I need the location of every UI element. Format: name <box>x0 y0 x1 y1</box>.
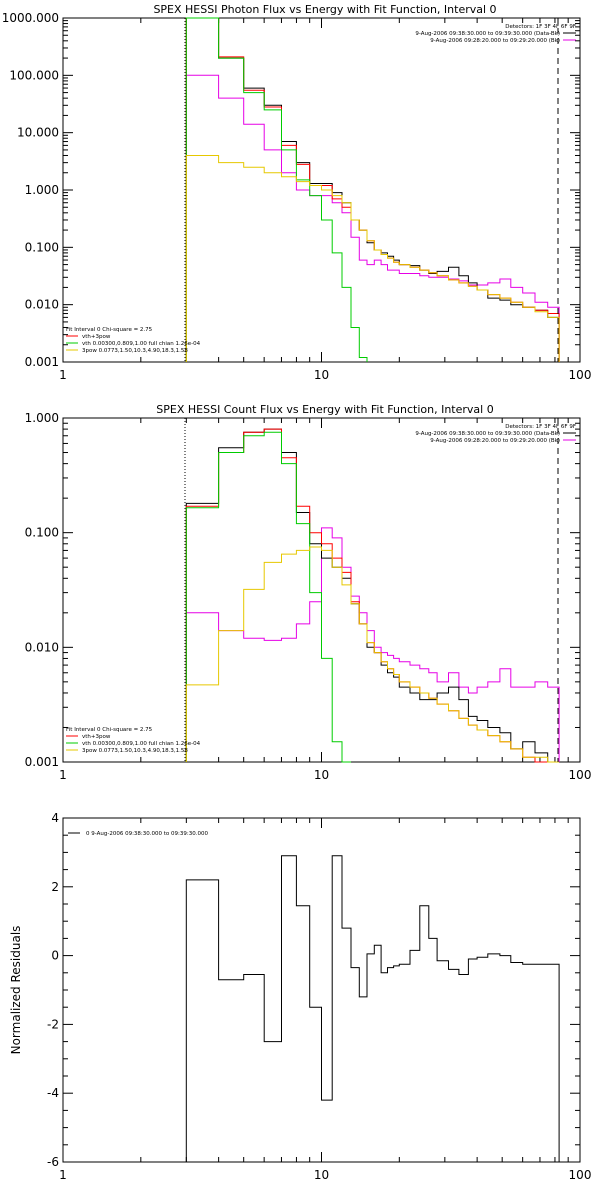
photon-flux-legend-detectors: Detectors: 1F 3F 4F 6F 9F <box>505 24 576 30</box>
x-tick-label: 1 <box>59 368 67 382</box>
x-tick-label: 10 <box>314 768 329 782</box>
photon-flux-series <box>185 17 560 362</box>
series-bk-line <box>185 74 560 362</box>
count-flux-legend-bottom: Fit Interval 0 Chi-square = 2.75 vth+3po… <box>66 727 201 754</box>
photon-flux-panel: SPEX HESSI Photon Flux vs Energy with Fi… <box>2 3 592 382</box>
photon-flux-legend-fit: Fit Interval 0 Chi-square = 2.75 <box>66 327 153 333</box>
count-flux-legend-vth: vth 0.00300,0.809,1.00 full chian 1.26e-… <box>82 741 201 747</box>
count-flux-series <box>185 428 560 763</box>
x-tick-label: 10 <box>314 368 329 382</box>
residuals-axes-box <box>62 817 581 1163</box>
photon-flux-title: SPEX HESSI Photon Flux vs Energy with Fi… <box>153 3 496 16</box>
y-tick-label: 0 <box>51 949 59 963</box>
photon-flux-ticks: 1 10 100 0.001 0.010 0.100 1.000 10.000 100.000 1… <box>2 11 592 382</box>
y-tick-label: 0.001 <box>25 755 59 769</box>
series-total-line <box>185 17 560 362</box>
x-tick-label: 1 <box>59 768 67 782</box>
series-bk-line <box>185 527 560 762</box>
x-tick-label: 100 <box>569 368 592 382</box>
photon-flux-legend-bottom: Fit Interval 0 Chi-square = 2.75 vth+3po… <box>66 327 201 354</box>
photon-flux-legend-total: vth+3pow <box>82 334 111 340</box>
photon-flux-legend-bk: 9-Aug-2006 09:28:20.000 to 09:29:20.000 … <box>430 38 560 44</box>
y-tick-label: 0.100 <box>25 526 59 540</box>
residuals-line <box>185 855 560 1162</box>
y-tick-label: 0.001 <box>25 355 59 369</box>
count-flux-legend-bk: 9-Aug-2006 09:28:20.000 to 09:29:20.000 … <box>430 438 560 444</box>
x-tick-label: 100 <box>569 768 592 782</box>
count-flux-title: SPEX HESSI Count Flux vs Energy with Fit… <box>156 403 493 416</box>
count-flux-legend-fit: Fit Interval 0 Chi-square = 2.75 <box>66 727 153 733</box>
y-tick-label: 4 <box>51 811 59 825</box>
count-flux-legend-top: Detectors: 1F 3F 4F 6F 9F 9-Aug-2006 09:… <box>415 424 576 444</box>
photon-flux-legend-pow: 3pow 0.0773,1.50,10.3,4.90,18.3,1.58 <box>82 348 188 354</box>
residuals-legend: 0 9-Aug-2006 09:38:30.000 to 09:39:30.00… <box>86 831 208 837</box>
count-flux-legend-detectors: Detectors: 1F 3F 4F 6F 9F <box>505 424 576 430</box>
series-data-line <box>185 428 560 763</box>
series-pow-line <box>185 546 560 763</box>
y-tick-label: 0.010 <box>25 298 59 312</box>
y-tick-label: -2 <box>47 1017 59 1031</box>
count-flux-legend-data: 9-Aug-2006 09:38:30.000 to 09:39:30.000 … <box>415 431 560 437</box>
series-pow-line <box>185 155 560 362</box>
count-flux-ticks: 1 10 100 0.001 0.010 0.100 1.000 <box>25 411 592 782</box>
series-vth-line <box>185 431 351 763</box>
y-tick-label: -4 <box>47 1086 59 1100</box>
y-tick-label: 0.010 <box>25 640 59 654</box>
count-flux-panel: SPEX HESSI Count Flux vs Energy with Fit… <box>25 403 592 782</box>
y-tick-label: 1.000 <box>25 183 59 197</box>
y-tick-label: 100.000 <box>9 68 59 82</box>
count-flux-legend-total: vth+3pow <box>82 734 111 740</box>
y-tick-label: 10.000 <box>17 126 59 140</box>
y-tick-label: 2 <box>51 880 59 894</box>
y-tick-label: 1.000 <box>25 411 59 425</box>
series-total-line <box>185 428 560 763</box>
series-vth-line <box>185 17 368 362</box>
photon-flux-legend-vth: vth 0.00300,0.809,1.00 full chian 1.26e-… <box>82 341 201 347</box>
count-flux-legend-pow: 3pow 0.0773,1.50,10.3,4.90,18.3,1.58 <box>82 748 188 754</box>
residuals-series <box>185 855 560 1162</box>
series-data-line <box>185 17 560 362</box>
y-tick-label: -6 <box>47 1155 59 1169</box>
y-tick-label: 0.100 <box>25 240 59 254</box>
residuals-ticks: 1 10 100 -6 -4 -2 0 2 4 <box>47 811 591 1182</box>
x-tick-label: 100 <box>569 1168 592 1182</box>
residuals-panel: 1 10 100 -6 -4 -2 0 2 4 0 9-Aug-2006 09:38:30.00… <box>9 811 591 1182</box>
y-tick-label: 1000.000 <box>2 11 59 25</box>
residuals-ylabel: Normalized Residuals <box>9 926 23 1055</box>
photon-flux-legend-top: Detectors: 1F 3F 4F 6F 9F 9-Aug-2006 09:… <box>415 24 576 44</box>
x-tick-label: 1 <box>59 1168 67 1182</box>
photon-flux-legend-data: 9-Aug-2006 09:38:30.000 to 09:39:30.000 … <box>415 31 560 37</box>
x-tick-label: 10 <box>314 1168 329 1182</box>
